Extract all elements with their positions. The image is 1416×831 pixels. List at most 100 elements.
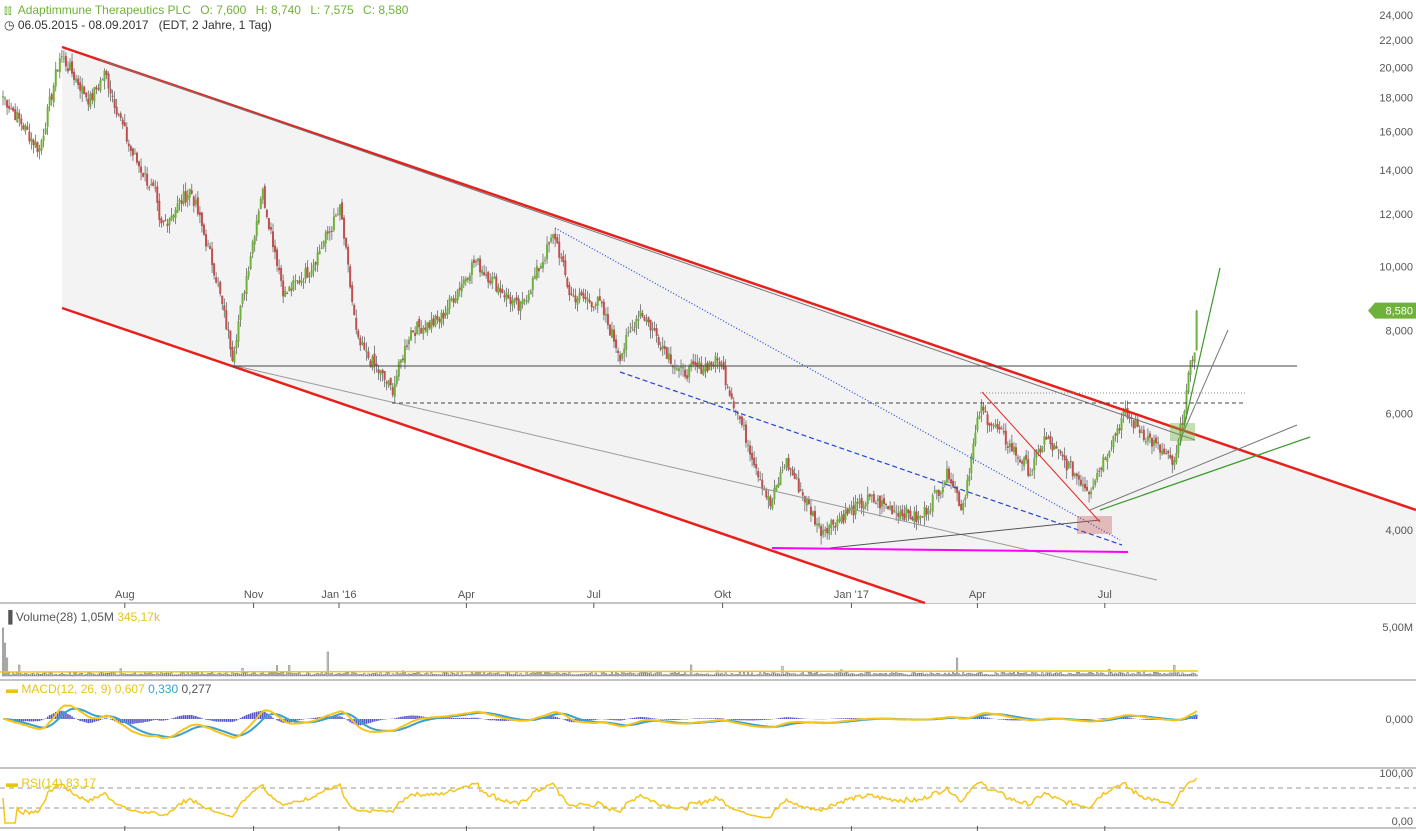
volume-bar (535, 672, 538, 677)
volume-bar (1075, 672, 1078, 677)
volume-bar (856, 674, 859, 677)
macd-hist-bar (617, 719, 619, 721)
volume-bar (503, 674, 506, 677)
volume-bar (95, 674, 98, 677)
volume-bar (515, 672, 518, 677)
candle (586, 298, 589, 302)
candle (582, 293, 585, 299)
volume-bar (298, 672, 301, 677)
candle (410, 330, 413, 341)
candle (298, 280, 301, 284)
macd-hist-bar (854, 718, 857, 719)
candle (438, 318, 441, 322)
candle (249, 256, 252, 270)
macd-hist-bar (408, 715, 410, 719)
candle (775, 484, 778, 491)
macd-hist-bar (785, 717, 788, 719)
candle (694, 361, 697, 366)
volume-bar (109, 672, 112, 677)
highlight-box (1170, 423, 1195, 441)
macd-hist-bar (111, 719, 114, 721)
volume-bar (190, 672, 193, 677)
candle (617, 350, 620, 354)
macd-hist-bar (978, 716, 981, 719)
volume-bar (245, 672, 248, 677)
macd-hist-bar (755, 719, 757, 721)
candle (576, 298, 579, 305)
volume-bar (302, 674, 305, 677)
candle (1106, 456, 1109, 462)
candle (1118, 428, 1121, 431)
volume-bar (807, 671, 810, 677)
macd-hist-bar (1193, 715, 1196, 719)
candle (556, 237, 559, 244)
volume-bar (1063, 674, 1066, 677)
candle (135, 152, 138, 163)
volume-bar (347, 672, 350, 677)
volume-bar (196, 672, 199, 677)
macd-hist-bar (264, 711, 266, 719)
macd-hist-bar (71, 716, 73, 719)
macd-hist-bar (787, 717, 790, 719)
candle (296, 280, 299, 282)
macd-hist-bar (641, 716, 644, 719)
candle (749, 445, 752, 455)
macd-hist-bar (219, 719, 222, 722)
candle (324, 232, 327, 244)
candle (535, 265, 538, 279)
candle (371, 356, 374, 369)
macd-hist-bar (718, 718, 721, 719)
candle (655, 328, 658, 337)
volume-bar (643, 672, 646, 677)
macd-hist-bar (205, 719, 207, 720)
candle (491, 276, 494, 284)
candle (150, 183, 153, 186)
volume-bar (550, 673, 553, 677)
volume-bar (204, 674, 207, 677)
volume-bar (562, 672, 565, 677)
volume-bar (464, 673, 467, 677)
macd-hist-bar (743, 719, 745, 721)
volume-bar (943, 672, 946, 677)
candle (954, 487, 957, 489)
macd-hist-bar (174, 717, 177, 719)
candle (832, 519, 835, 525)
volume-bar (75, 672, 78, 677)
candle (627, 332, 630, 334)
volume-bar (64, 674, 67, 677)
volume-bar (320, 672, 323, 677)
y-tick-label: 22,000 (1379, 35, 1413, 47)
volume-bar (468, 674, 471, 677)
candle (769, 496, 772, 507)
candle (1065, 458, 1068, 471)
macd-hist-bar (245, 714, 248, 719)
candle (237, 321, 240, 342)
volume-bar (677, 672, 680, 677)
candle (763, 489, 766, 491)
candle (408, 339, 410, 345)
volume-bar (296, 673, 299, 677)
macd-hist-bar (176, 716, 179, 719)
macd-hist-bar (280, 719, 282, 723)
macd-hist-bar (103, 718, 106, 719)
candle (426, 322, 429, 333)
candle (1010, 443, 1013, 452)
candle (726, 386, 729, 388)
volume-bar (615, 672, 618, 677)
macd-hist-bar (467, 717, 469, 719)
volume-tick-label: 5,00M (1382, 622, 1413, 634)
macd-hist-bar (1147, 719, 1149, 720)
candle (479, 258, 482, 273)
volume-bar (418, 672, 421, 677)
x-tick-label: Jan '17 (834, 589, 869, 601)
candle (127, 143, 130, 147)
volume-bar (809, 671, 812, 677)
volume-bar (223, 673, 226, 677)
candle (684, 369, 687, 377)
candle (1000, 428, 1003, 430)
candle (1114, 433, 1117, 436)
volume-bar (556, 672, 559, 677)
macd-hist-bar (779, 717, 782, 719)
candle (109, 88, 112, 94)
